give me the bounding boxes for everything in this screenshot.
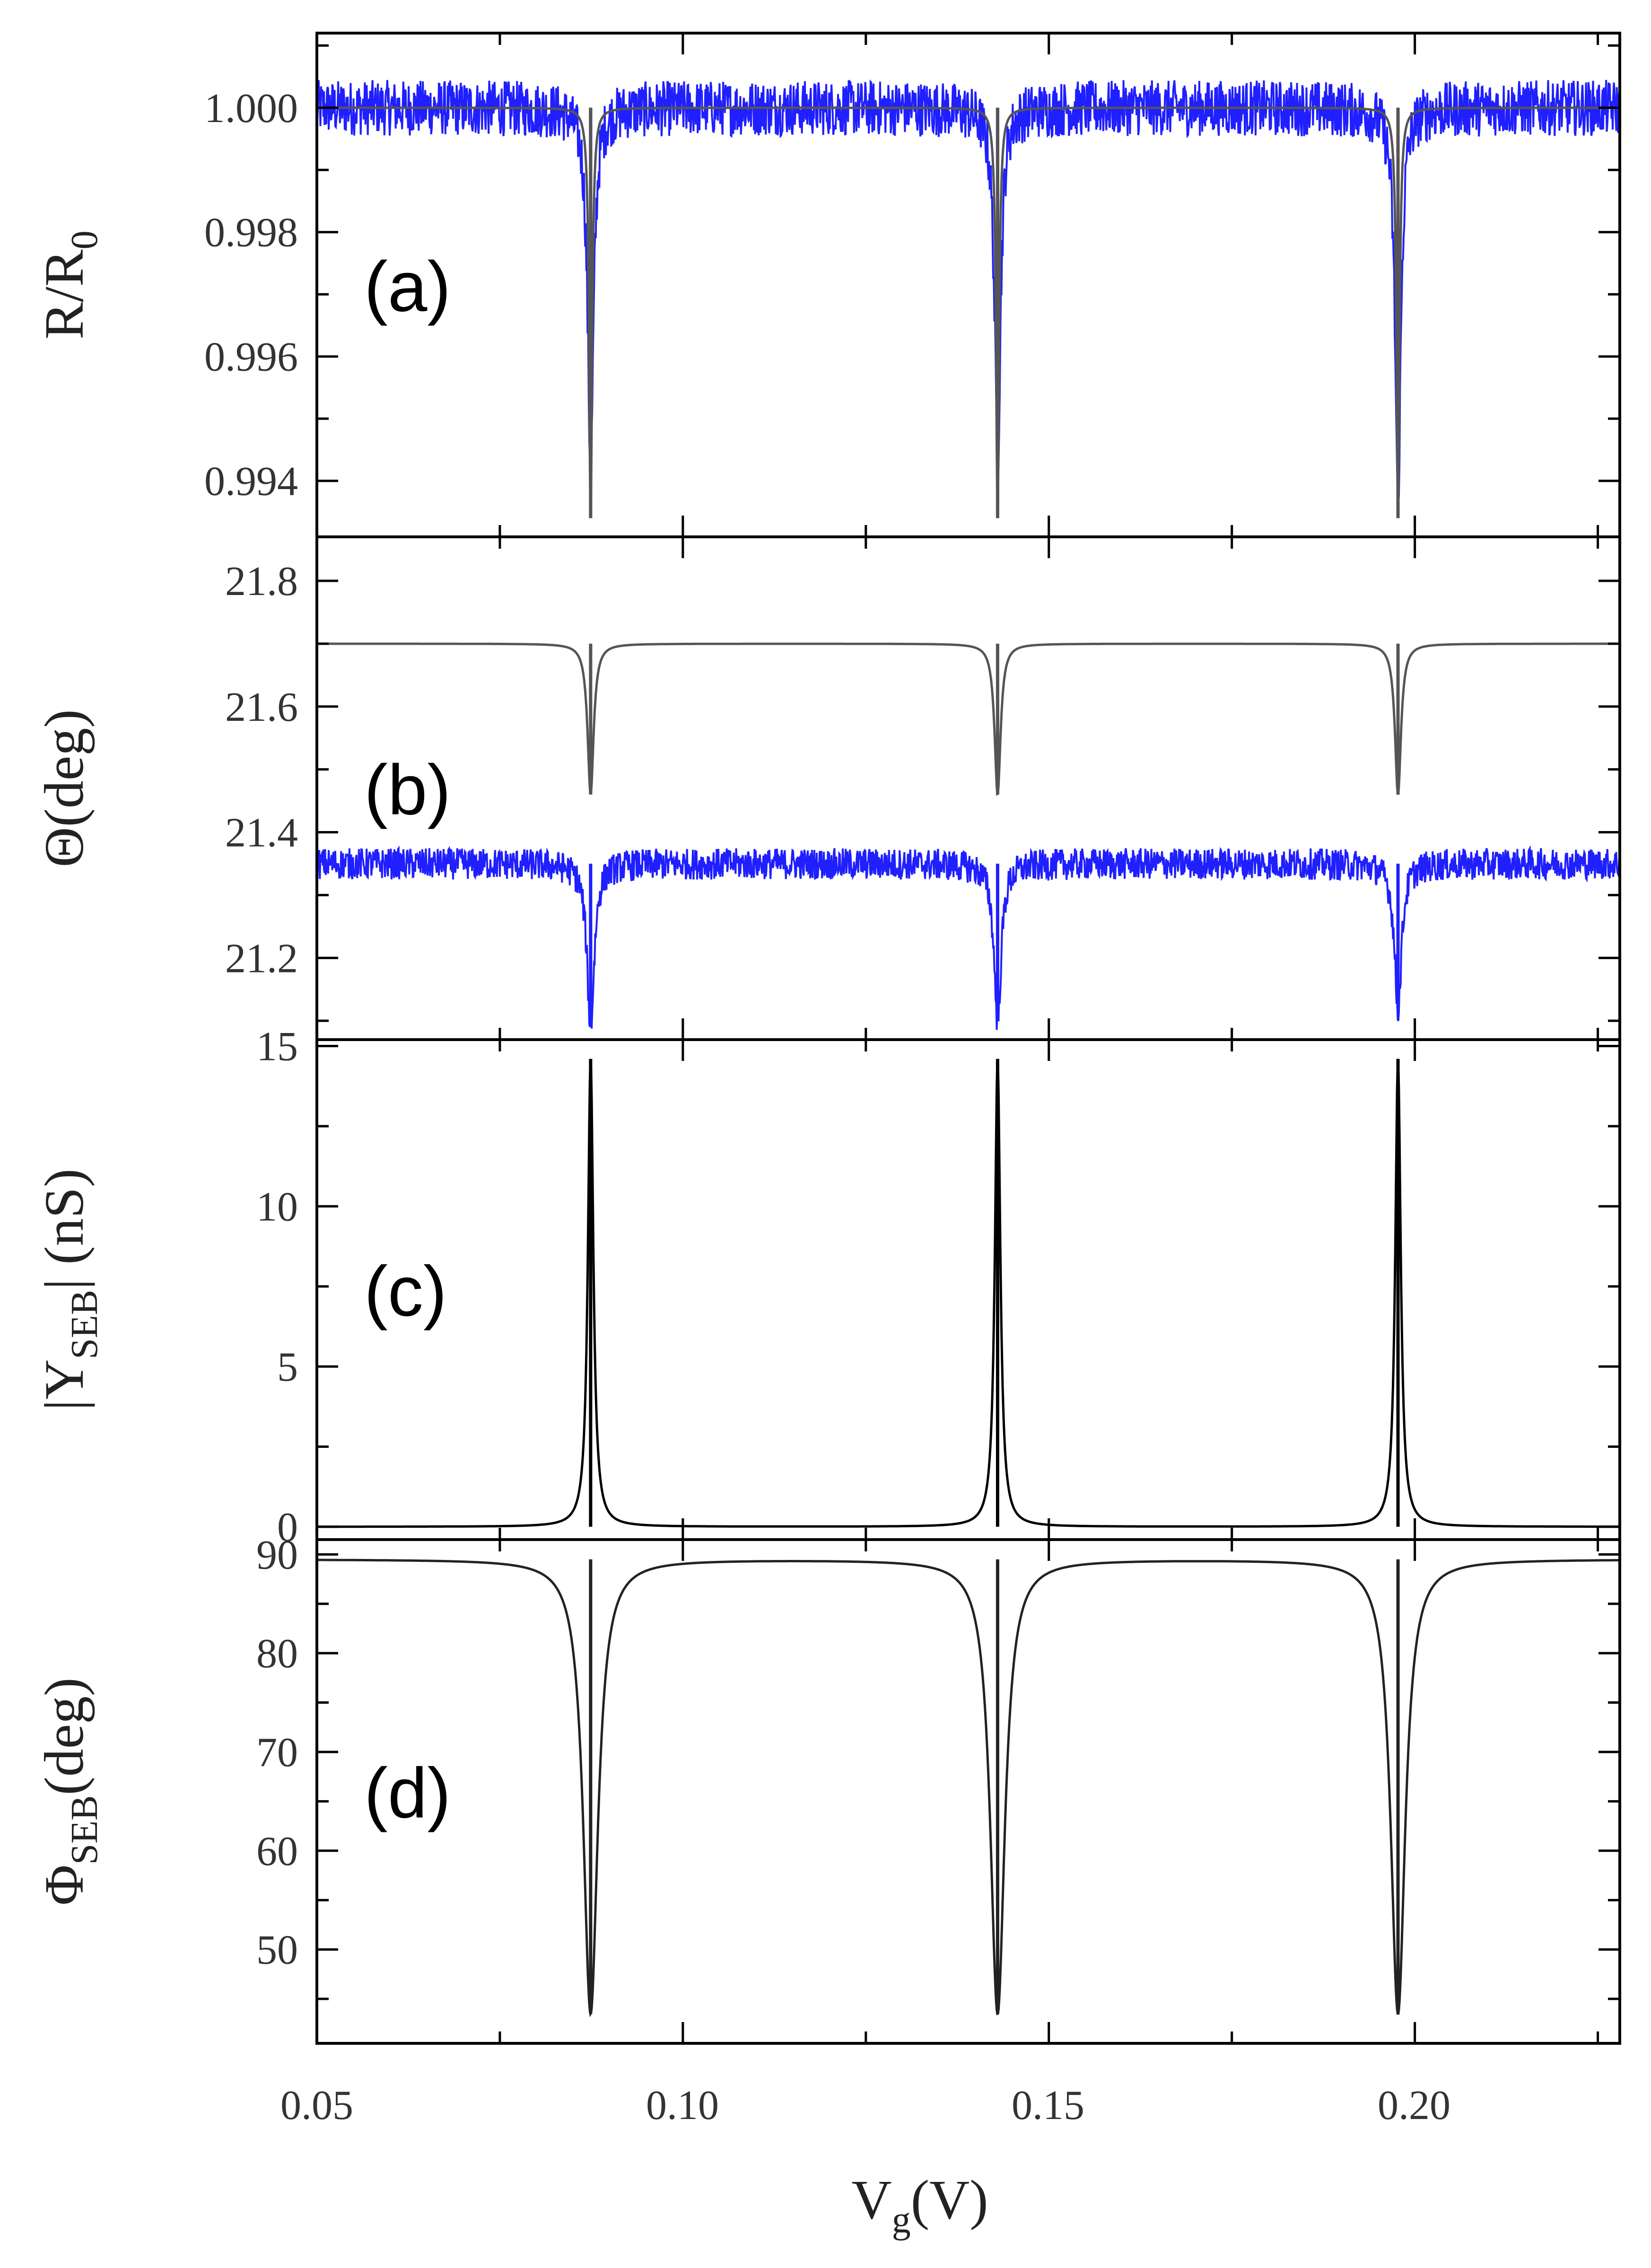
y-tick-label: 21.6: [225, 684, 298, 730]
y-axis-title-main: Θ(deg): [33, 709, 95, 867]
panel-d: 50 60 70 80 90 (d) ΦSEB(deg): [33, 1532, 1621, 2045]
y-tick-label: 10: [256, 1184, 298, 1230]
panel-tag: (c): [364, 1252, 447, 1331]
y-axis-title: |YSEB| (nS): [33, 1169, 105, 1411]
series-measured-line: [316, 845, 1621, 1030]
series-model-line: [317, 1060, 1620, 1528]
y-axis-title-sub: 0: [64, 230, 105, 249]
x-axis-title: Vg(V): [851, 2169, 988, 2241]
y-axis-title-tail: (deg): [33, 1678, 95, 1795]
y-tick-label: 21.4: [225, 810, 298, 856]
y-tick-label: 80: [256, 1631, 298, 1677]
x-axis-title-main: V: [851, 2169, 891, 2231]
y-tick-label: 90: [256, 1532, 298, 1578]
series-measured-line: [316, 79, 1621, 498]
series-model-line: [317, 642, 1620, 797]
y-axis-title: Θ(deg): [33, 709, 95, 867]
y-axis-title-sub: SEB: [64, 1290, 105, 1359]
y-axis-title-tail: | (nS): [33, 1169, 95, 1290]
panels: 0.9940.9960.9981.000(a)R/R021.221.421.62…: [33, 32, 1621, 2045]
panel-a: 0.994 0.996 0.998 1.000 (a) R/R0: [33, 32, 1621, 538]
x-tick-label: 0.15: [1012, 2083, 1084, 2128]
x-axis: 0.05 0.10 0.15 0.20 Vg(V): [280, 2083, 1450, 2241]
y-tick-label: 0: [277, 1505, 298, 1550]
x-axis-title-tail: (V): [911, 2169, 988, 2231]
plot-frame: [315, 1538, 1621, 2045]
y-tick-label: 0.994: [204, 459, 298, 505]
y-tick-label: 0.998: [204, 210, 298, 256]
y-tick-label: 70: [256, 1730, 298, 1776]
x-tick-label: 0.05: [280, 2083, 353, 2128]
y-axis-title: ΦSEB(deg): [33, 1678, 105, 1906]
x-axis-title-sub: g: [892, 2199, 911, 2241]
y-tick-label: 5: [277, 1344, 298, 1390]
y-tick-label: 1.000: [204, 86, 298, 131]
plot-frame: [315, 1038, 1621, 1541]
panel-tag: (d): [364, 1753, 451, 1833]
series-model-line: [317, 106, 1620, 516]
panel-tag: (b): [364, 750, 451, 830]
panel-tag: (a): [364, 247, 451, 326]
plot-frame: [315, 535, 1621, 1041]
y-axis-title-main: Φ: [33, 1865, 95, 1905]
panel-c: 0 5 10 15 (c) |YSEB| (nS): [33, 1024, 1621, 1550]
y-tick-label: 15: [256, 1024, 298, 1070]
y-tick-label: 0.996: [204, 334, 298, 380]
panel-b: 21.2 21.4 21.6 21.8 (b) Θ(deg): [33, 535, 1621, 1041]
x-tick-label: 0.20: [1378, 2083, 1450, 2128]
y-axis-title-sub: SEB: [64, 1795, 105, 1865]
y-tick-label: 60: [256, 1829, 298, 1874]
y-tick-label: 50: [256, 1927, 298, 1973]
y-tick-label: 21.8: [225, 559, 298, 604]
y-axis-title-main: R/R: [33, 249, 95, 339]
y-axis-title-main: |Y: [33, 1359, 95, 1411]
y-tick-label: 21.2: [225, 936, 298, 981]
x-tick-label: 0.10: [646, 2083, 719, 2128]
y-axis-title: R/R0: [33, 230, 105, 339]
series-model-line: [317, 1559, 1620, 2017]
